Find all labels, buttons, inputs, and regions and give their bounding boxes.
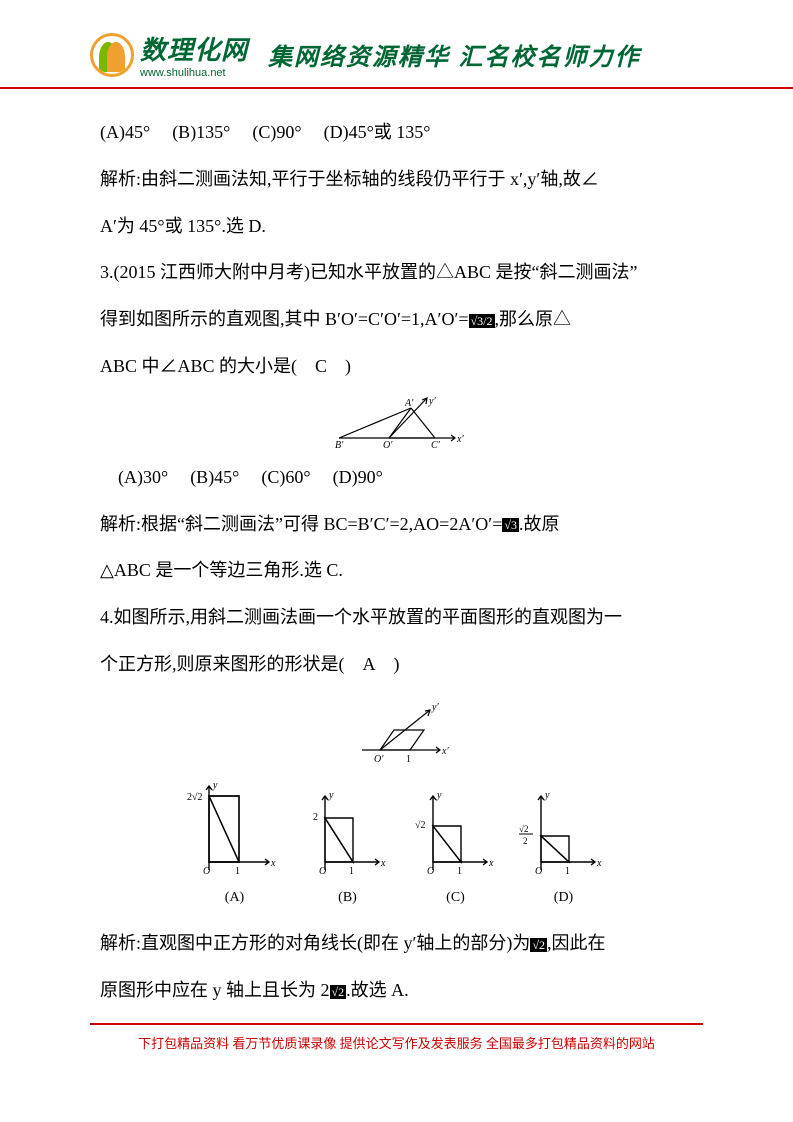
- site-logo: 数理化网 www.shulihua.net: [90, 30, 248, 79]
- svg-text:O: O: [203, 866, 210, 877]
- svg-text:y: y: [328, 790, 334, 801]
- svg-text:y′: y′: [431, 702, 439, 713]
- svg-text:1: 1: [235, 866, 240, 877]
- svg-text:O′: O′: [374, 754, 384, 765]
- q3-solution-line2: △ABC 是一个等边三角形.选 C.: [100, 547, 693, 594]
- q3-stem-line3: ABC 中∠ABC 的大小是( C ): [100, 343, 693, 390]
- logo-url: www.shulihua.net: [140, 67, 248, 79]
- main-content: (A)45° (B)135° (C)90° (D)45°或 135° 解析:由斜…: [0, 89, 793, 1014]
- q2-option-a: (A)45°: [100, 109, 150, 156]
- svg-text:1: 1: [406, 754, 411, 765]
- q3-option-d: (D)90°: [333, 454, 383, 501]
- q2-solution-line1: 解析:由斜二测画法知,平行于坐标轴的线段仍平行于 x′,y′轴,故∠: [100, 156, 693, 203]
- svg-text:1: 1: [565, 866, 570, 877]
- svg-text:x′: x′: [441, 746, 449, 757]
- q3-stem-l2a: 得到如图所示的直观图,其中 B′O′=C′O′=1,A′O′=: [100, 309, 469, 329]
- q4-sol-l2a: 原图形中应在 y 轴上且长为 2: [100, 980, 330, 1000]
- q3-formula-box: √3/2: [469, 314, 495, 328]
- q3-figure: B′ O′ C′ A′ x′ y′: [100, 394, 693, 450]
- q3-option-a: (A)30°: [100, 454, 168, 501]
- svg-text:2√2: 2√2: [187, 792, 203, 803]
- q4-sol-l1a: 解析:直观图中正方形的对角线长(即在 y′轴上的部分)为: [100, 933, 530, 953]
- svg-text:O′: O′: [383, 440, 393, 450]
- q4-panel-c: √2 O 1 x y (C): [411, 778, 501, 916]
- header-slogan: 集网络资源精华 汇名校名师力作: [268, 37, 641, 72]
- q3-stem-line1: 3.(2015 江西师大附中月考)已知水平放置的△ABC 是按“斜二测画法”: [100, 249, 693, 296]
- page-footer: 下打包精品资料 看万节优质课录像 提供论文写作及发表服务 全国最多打包精品资料的…: [0, 1023, 793, 1052]
- logo-icon: [90, 33, 134, 77]
- svg-text:x: x: [270, 858, 276, 869]
- q3-solution-line1: 解析:根据“斜二测画法”可得 BC=B′C′=2,AO=2A′O′=√3.故原: [100, 501, 693, 548]
- q4-panel-b-label: (B): [338, 880, 357, 916]
- q2-options: (A)45° (B)135° (C)90° (D)45°或 135°: [100, 109, 693, 156]
- svg-text:y′: y′: [428, 396, 436, 407]
- svg-text:x: x: [596, 858, 602, 869]
- q4-panel-d-label: (D): [554, 880, 573, 916]
- q3-sol-l1b: .故原: [519, 514, 560, 534]
- q2-option-c: (C)90°: [252, 109, 301, 156]
- q3-stem-line2: 得到如图所示的直观图,其中 B′O′=C′O′=1,A′O′=√3/2,那么原△: [100, 296, 693, 343]
- q3-stem-l2b: ,那么原△: [495, 309, 572, 329]
- svg-text:y: y: [436, 790, 442, 801]
- q4-stem-line2: 个正方形,则原来图形的形状是( A ): [100, 641, 693, 688]
- q4-panel-a-label: (A): [225, 880, 244, 916]
- svg-text:x: x: [488, 858, 494, 869]
- footer-text: 下打包精品资料 看万节优质课录像 提供论文写作及发表服务 全国最多打包精品资料的…: [90, 1033, 703, 1052]
- svg-text:y: y: [544, 790, 550, 801]
- q3-options: (A)30° (B)45° (C)60° (D)90°: [100, 454, 693, 501]
- q4-sol-formula-box2: √2: [330, 985, 347, 999]
- svg-text:√2: √2: [415, 820, 426, 831]
- q4-solution-line1: 解析:直观图中正方形的对角线长(即在 y′轴上的部分)为√2,因此在: [100, 920, 693, 967]
- svg-text:2: 2: [523, 836, 528, 846]
- svg-text:x: x: [380, 858, 386, 869]
- svg-text:C′: C′: [431, 440, 441, 450]
- q3-option-b: (B)45°: [190, 454, 239, 501]
- q4-sol-formula-box1: √2: [530, 938, 547, 952]
- q3-sol-formula-box: √3: [502, 518, 519, 532]
- q3-sol-l1a: 解析:根据“斜二测画法”可得 BC=B′C′=2,AO=2A′O′=: [100, 514, 502, 534]
- q4-sol-l1b: ,因此在: [547, 933, 606, 953]
- q4-panel-b: 2 O 1 x y (B): [303, 778, 393, 916]
- page-header: 数理化网 www.shulihua.net 集网络资源精华 汇名校名师力作: [0, 0, 793, 89]
- svg-text:2: 2: [313, 812, 318, 823]
- svg-text:x′: x′: [456, 434, 464, 445]
- svg-text:1: 1: [349, 866, 354, 877]
- q2-solution-line2: A′为 45°或 135°.选 D.: [100, 203, 693, 250]
- q2-option-b: (B)135°: [172, 109, 230, 156]
- svg-text:A′: A′: [404, 398, 414, 409]
- q4-panel-d: √2 2 O 1 x y (D): [519, 778, 609, 916]
- q4-panels: 2√2 O 1 x y (A) 2 O: [100, 778, 693, 916]
- q4-stem-line1: 4.如图所示,用斜二测画法画一个水平放置的平面图形的直观图为一: [100, 594, 693, 641]
- svg-text:O: O: [535, 866, 542, 877]
- svg-text:1: 1: [457, 866, 462, 877]
- svg-text:O: O: [319, 866, 326, 877]
- svg-text:O: O: [427, 866, 434, 877]
- svg-text:B′: B′: [335, 440, 344, 450]
- q3-option-c: (C)60°: [261, 454, 310, 501]
- q4-panel-a: 2√2 O 1 x y (A): [185, 778, 285, 916]
- q2-option-d: (D)45°或 135°: [324, 109, 431, 156]
- q4-panel-c-label: (C): [446, 880, 465, 916]
- svg-text:√2: √2: [519, 824, 528, 834]
- q4-sol-l2b: .故选 A.: [346, 980, 409, 1000]
- logo-title: 数理化网: [140, 30, 248, 67]
- svg-text:y: y: [212, 780, 218, 791]
- q4-solution-line2: 原图形中应在 y 轴上且长为 2√2.故选 A.: [100, 967, 693, 1014]
- q4-figure-square: O′ 1 x′ y′: [100, 692, 693, 772]
